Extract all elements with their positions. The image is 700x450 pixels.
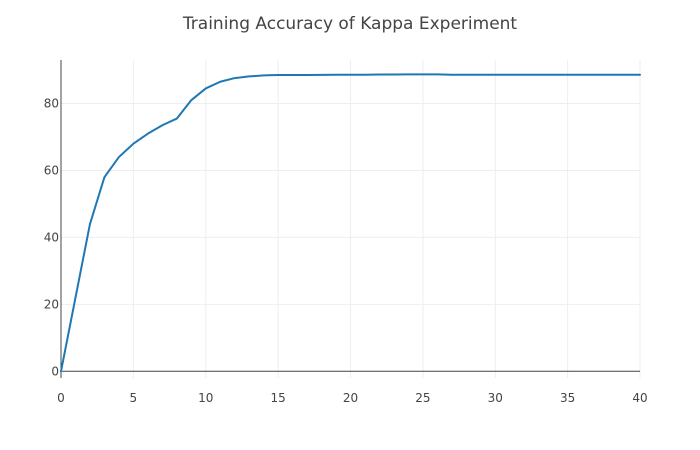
x-tick-label: 30 xyxy=(488,391,503,405)
series-layer xyxy=(60,73,641,373)
chart-title: Training Accuracy of Kappa Experiment xyxy=(182,14,518,34)
x-tick-label: 0 xyxy=(57,391,65,405)
x-tick-label: 5 xyxy=(130,391,138,405)
y-tick-label: 60 xyxy=(44,163,59,177)
x-tick-label: 35 xyxy=(560,391,575,405)
y-tick-label: 80 xyxy=(44,97,59,111)
grid-layer xyxy=(61,60,641,378)
y-tick-label: 40 xyxy=(44,230,59,244)
tick-layer: 0 5 10 15 20 25 30 35 40 0 20 40 60 80 xyxy=(44,97,648,405)
x-tick-label: 10 xyxy=(198,391,213,405)
x-tick-label: 20 xyxy=(343,391,358,405)
x-tick-label: 40 xyxy=(632,391,647,405)
y-tick-label: 0 xyxy=(51,364,59,378)
series-line-0 xyxy=(60,73,641,373)
x-tick-label: 25 xyxy=(415,391,430,405)
x-tick-label: 15 xyxy=(270,391,285,405)
axis-layer xyxy=(60,60,640,378)
y-tick-label: 20 xyxy=(44,297,59,311)
